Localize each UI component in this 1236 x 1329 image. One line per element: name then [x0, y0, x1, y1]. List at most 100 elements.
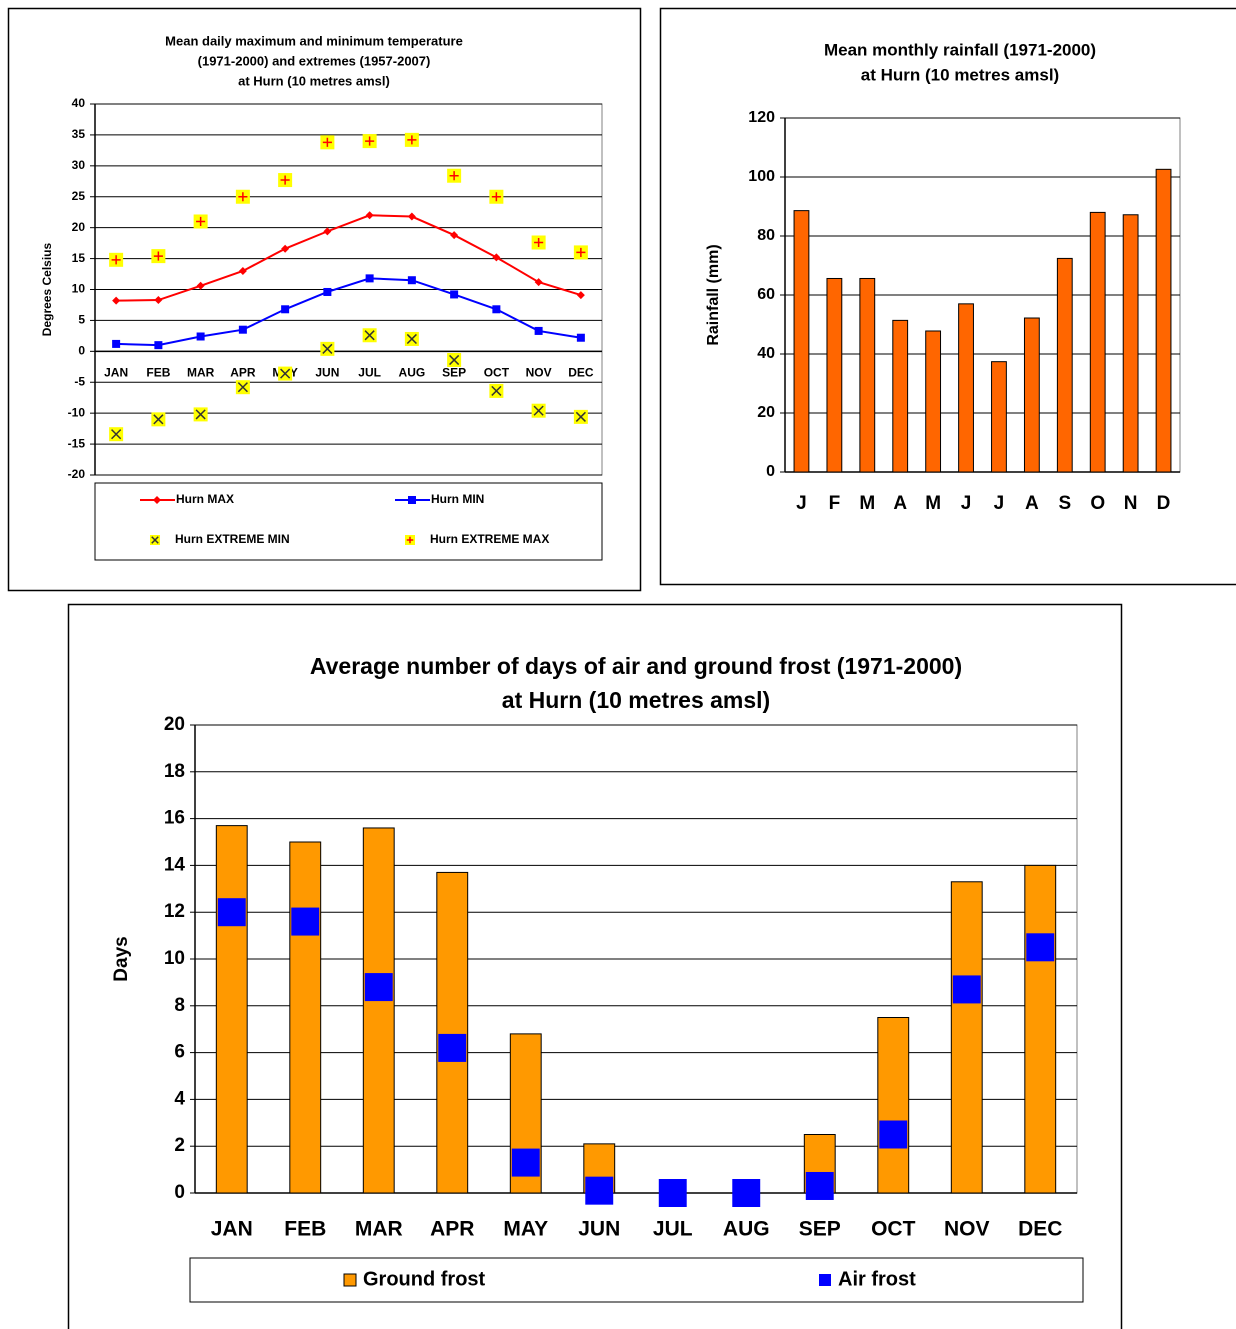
y-tick-label: 10 — [72, 282, 86, 296]
y-axis-label: Days — [111, 936, 132, 981]
y-tick-label: 2 — [174, 1135, 185, 1156]
marker — [153, 496, 161, 504]
frame — [7, 7, 642, 592]
line — [116, 214, 582, 302]
marker — [291, 907, 320, 936]
marker — [438, 1033, 467, 1062]
marker — [658, 1179, 687, 1207]
bar — [1089, 211, 1106, 473]
marker — [405, 535, 415, 545]
y-tick-label: 8 — [174, 995, 185, 1016]
marker — [450, 231, 459, 240]
y-tick-label: 30 — [72, 158, 86, 172]
marker — [805, 1171, 834, 1200]
y-axis-label: Rainfall (mm) — [705, 244, 722, 345]
marker — [362, 134, 377, 149]
x-tick-label: A — [893, 493, 907, 514]
marker — [489, 189, 504, 204]
marker-symbol — [406, 536, 414, 544]
y-tick-label: -15 — [68, 436, 86, 450]
marker — [511, 1148, 540, 1177]
marker — [534, 326, 543, 335]
y-tick-label: 25 — [72, 189, 86, 203]
bar — [958, 303, 974, 473]
y-tick-label: 40 — [72, 96, 86, 110]
marker — [404, 132, 419, 147]
x-tick-label: OCT — [871, 1218, 916, 1241]
marker-symbol — [238, 192, 248, 202]
marker — [573, 245, 588, 260]
marker — [154, 296, 163, 305]
chart-title: Mean monthly rainfall (1971-2000) — [824, 40, 1096, 59]
x-tick-label: N — [1124, 493, 1138, 514]
x-tick-label: JUN — [578, 1218, 620, 1241]
bar — [892, 319, 909, 473]
bar — [1023, 317, 1040, 473]
frame — [67, 603, 1123, 1329]
marker — [235, 189, 250, 204]
marker-symbol — [533, 405, 544, 416]
marker — [404, 331, 419, 346]
marker — [489, 383, 504, 398]
marker-symbol — [196, 216, 206, 227]
x-tick-label: JUL — [358, 366, 381, 380]
x-tick-label: M — [859, 493, 875, 514]
marker — [323, 227, 332, 236]
y-tick-label: 12 — [164, 901, 185, 922]
marker — [408, 496, 416, 504]
x-tick-label: FEB — [146, 366, 170, 380]
marker — [573, 409, 588, 424]
marker-symbol — [406, 333, 417, 345]
legend-label: Hurn MAX — [176, 492, 234, 506]
marker-symbol — [111, 255, 121, 265]
marker — [238, 325, 247, 334]
bar — [436, 871, 469, 1194]
marker — [217, 898, 246, 927]
x-tick-label: M — [925, 493, 941, 514]
y-tick-label: 35 — [72, 127, 86, 141]
marker — [364, 973, 393, 1002]
bar — [289, 841, 322, 1194]
x-tick-label: J — [994, 493, 1005, 514]
y-tick-label: 100 — [748, 168, 775, 185]
marker-symbol — [153, 414, 164, 425]
marker — [193, 407, 208, 422]
marker — [278, 366, 293, 381]
chart-title: at Hurn (10 metres amsl) — [502, 687, 770, 713]
legend-swatch — [819, 1274, 831, 1286]
marker-symbol — [576, 247, 586, 257]
marker — [320, 135, 335, 150]
x-tick-label: APR — [230, 366, 256, 380]
x-tick-label: JUL — [653, 1218, 693, 1241]
y-axis-label: Degrees Celsius — [40, 242, 54, 336]
marker-symbol — [322, 343, 333, 354]
marker-symbol — [153, 251, 163, 261]
y-tick-label: 60 — [757, 286, 775, 303]
bar — [991, 361, 1007, 473]
bar — [826, 277, 843, 473]
marker-symbol — [365, 136, 375, 146]
x-tick-label: MAR — [355, 1218, 403, 1241]
marker-symbol — [322, 137, 332, 147]
x-tick-label: S — [1058, 493, 1071, 514]
bar — [1056, 257, 1073, 473]
x-tick-label: SEP — [799, 1218, 841, 1241]
marker-symbol — [575, 411, 586, 422]
x-tick-label: NOV — [944, 1218, 990, 1241]
x-tick-label: D — [1157, 493, 1171, 514]
marker-symbol — [449, 171, 459, 181]
marker — [492, 305, 501, 314]
marker — [585, 1176, 614, 1205]
y-tick-label: 20 — [757, 404, 775, 421]
y-tick-label: 20 — [72, 220, 86, 234]
marker — [109, 427, 124, 442]
y-tick-label: 15 — [72, 251, 86, 265]
marker — [447, 352, 462, 367]
bar — [793, 210, 810, 473]
marker-symbol — [111, 429, 122, 440]
marker — [534, 278, 543, 287]
y-tick-label: 10 — [164, 948, 185, 969]
marker-symbol — [195, 409, 206, 420]
marker — [150, 535, 160, 545]
